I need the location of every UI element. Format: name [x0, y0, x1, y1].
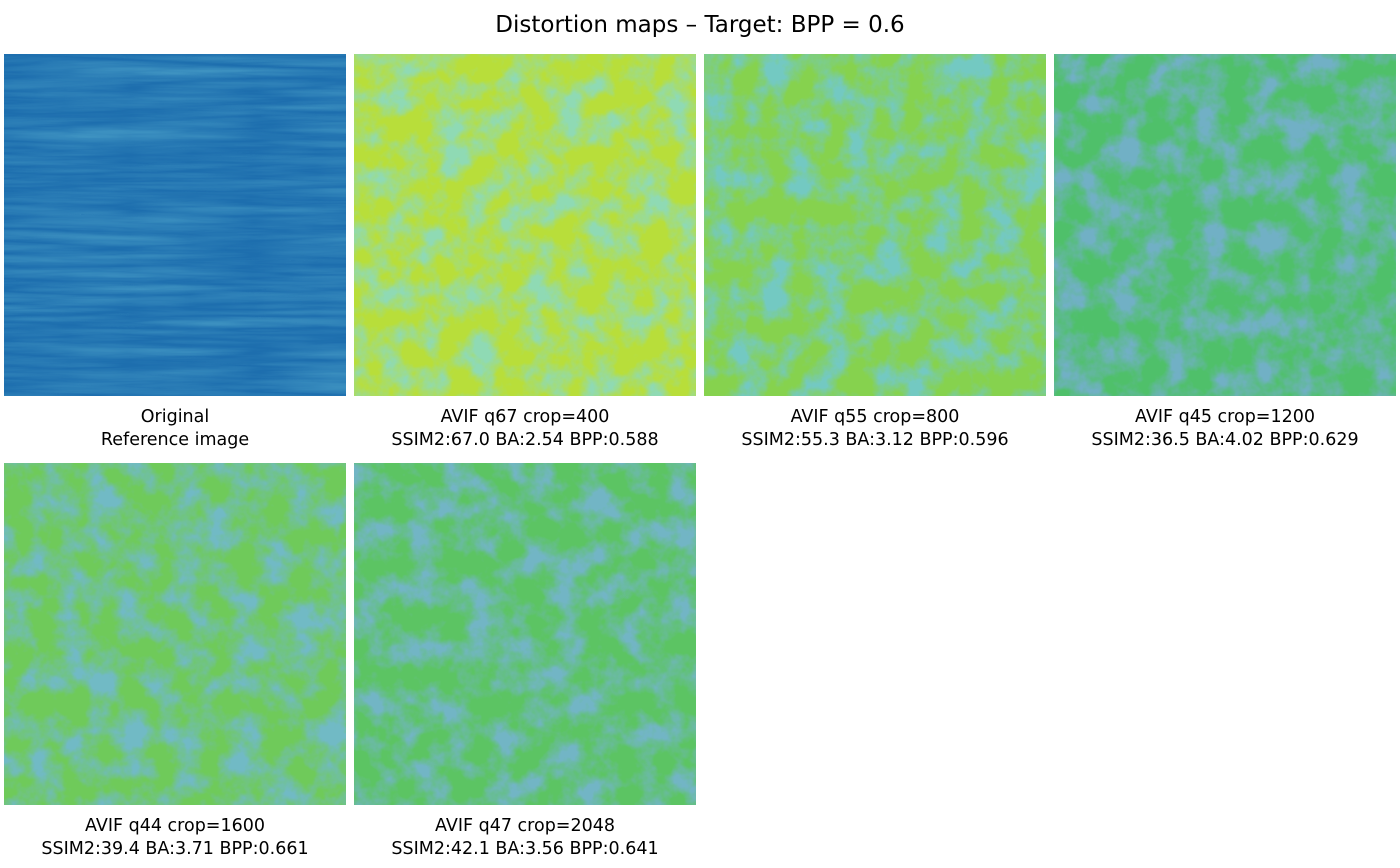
panel-metrics: SSIM2:67.0 BA:2.54 BPP:0.588 [391, 430, 659, 450]
distortion-map [354, 54, 696, 396]
panel-title: Original [140, 407, 210, 427]
panel-title: AVIF q45 crop=1200 [1135, 407, 1315, 427]
map-texture [704, 54, 1046, 396]
distortion-map [704, 54, 1046, 396]
panel-subtitle: Reference image [100, 430, 250, 450]
panel-metrics: SSIM2:36.5 BA:4.02 BPP:0.629 [1091, 430, 1359, 450]
map-texture [4, 54, 346, 396]
panel-original: Original Reference image [4, 54, 346, 452]
panel-q67: AVIF q67 crop=400 SSIM2:67.0 BA:2.54 BPP:… [354, 54, 696, 452]
panel-q44: AVIF q44 crop=1600 SSIM2:39.4 BA:3.71 BPP… [4, 463, 346, 861]
panel-q55: AVIF q55 crop=800 SSIM2:55.3 BA:3.12 BPP:… [704, 54, 1046, 452]
map-texture [354, 463, 696, 805]
figure-title: Distortion maps – Target: BPP = 0.6 [495, 12, 905, 38]
panel-title: AVIF q55 crop=800 [790, 407, 960, 427]
panel-metrics: SSIM2:55.3 BA:3.12 BPP:0.596 [741, 430, 1009, 450]
map-texture [1054, 54, 1396, 396]
panel-metrics: SSIM2:42.1 BA:3.56 BPP:0.641 [391, 839, 659, 859]
panel-metrics: SSIM2:39.4 BA:3.71 BPP:0.661 [41, 839, 309, 859]
panel-q45: AVIF q45 crop=1200 SSIM2:36.5 BA:4.02 BPP… [1054, 54, 1396, 452]
panel-title: AVIF q67 crop=400 [440, 407, 610, 427]
distortion-map [4, 463, 346, 805]
map-texture [354, 54, 696, 396]
distortion-map [1054, 54, 1396, 396]
reference-image [4, 54, 346, 396]
panel-title: AVIF q47 crop=2048 [435, 816, 615, 836]
panel-q47: AVIF q47 crop=2048 SSIM2:42.1 BA:3.56 BPP… [354, 463, 696, 861]
panel-title: AVIF q44 crop=1600 [85, 816, 265, 836]
distortion-map [354, 463, 696, 805]
map-texture [4, 463, 346, 805]
